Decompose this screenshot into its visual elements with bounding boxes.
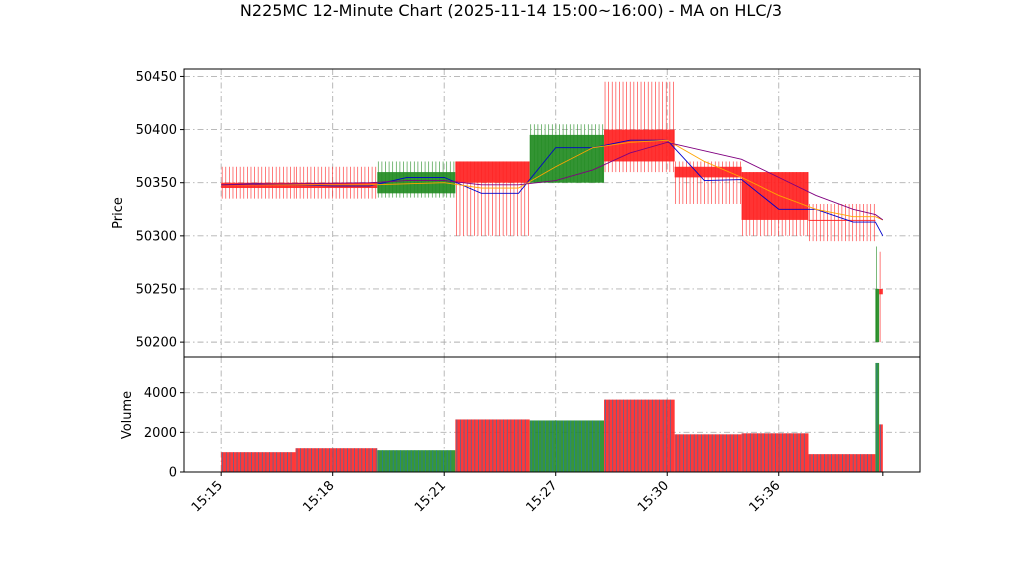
- candle-0: [221, 166, 296, 199]
- candle-body: [221, 182, 296, 189]
- ma-line-0: [221, 139, 884, 237]
- volume-bar-body: [741, 433, 809, 472]
- volume-y-tick-label: 0: [169, 466, 177, 481]
- volume-bar-6: [674, 434, 742, 472]
- volume-bar-body: [604, 399, 675, 472]
- volume-bar-9: [875, 362, 880, 472]
- volume-y-ticks: 0 2000 4000: [144, 386, 184, 481]
- volume-bar-5: [604, 399, 675, 472]
- candle-body: [875, 288, 880, 343]
- volume-bar-body: [674, 434, 742, 472]
- volume-y-tick-label: 2000: [144, 426, 177, 441]
- candle-2: [377, 161, 456, 198]
- volume-y-tick-label: 4000: [144, 386, 177, 401]
- price-y-ticks: 50200 50250 50300 50350 50400 50450: [136, 70, 184, 351]
- candle-8: [808, 203, 876, 242]
- price-candles: [221, 81, 883, 343]
- moving-average-lines: [221, 139, 884, 237]
- candle-body: [808, 219, 876, 221]
- price-y-tick-label: 50300: [136, 229, 177, 244]
- candle-5: [604, 81, 675, 173]
- x-tick-label: 15:18: [300, 478, 337, 515]
- volume-axis-label: Volume: [120, 391, 135, 439]
- volume-bars: [221, 362, 883, 472]
- x-tick-label: 15:21: [412, 478, 449, 515]
- candle-4: [529, 124, 605, 183]
- x-axis: 15:15 15:18 15:21 15:27 15:30 15:36: [189, 472, 884, 515]
- candle-body: [604, 129, 675, 162]
- candle-7: [741, 172, 809, 236]
- volume-bar-4: [529, 420, 605, 472]
- volume-bar-1: [295, 448, 378, 472]
- volume-panel: 0 2000 4000 Volume: [120, 356, 921, 481]
- candle-body: [741, 172, 809, 220]
- volume-bar-2: [377, 450, 456, 472]
- x-tick-label: 15:15: [189, 478, 226, 515]
- price-axis-label: Price: [111, 197, 126, 229]
- x-tick-label: 15:30: [635, 478, 672, 515]
- candle-9: [875, 246, 880, 343]
- chart-title: N225MC 12-Minute Chart (2025-11-14 15:00…: [240, 1, 782, 20]
- volume-bar-10: [879, 424, 883, 472]
- volume-bar-3: [455, 419, 530, 472]
- x-tick-label: 15:36: [746, 478, 783, 515]
- ma-line-1: [221, 139, 884, 221]
- price-y-tick-label: 50400: [136, 123, 177, 138]
- price-panel: 50200 50250 50300 50350 50400 50450 Price: [111, 68, 921, 358]
- ma-line-2: [221, 141, 884, 221]
- candle-body: [455, 161, 530, 183]
- price-y-tick-label: 50450: [136, 70, 177, 85]
- candle-body: [879, 288, 883, 295]
- candle-3: [455, 161, 530, 236]
- volume-bar-0: [221, 452, 296, 472]
- price-y-tick-label: 50250: [136, 282, 177, 297]
- price-y-tick-label: 50200: [136, 336, 177, 351]
- x-tick-label: 15:27: [523, 478, 560, 515]
- volume-bar-body: [808, 454, 876, 472]
- volume-bar-7: [741, 433, 809, 472]
- candle-body: [295, 182, 378, 189]
- volume-bar-8: [808, 454, 876, 472]
- candle-10: [879, 251, 883, 343]
- candle-body: [674, 166, 742, 178]
- volume-panel-frame: [183, 356, 921, 473]
- price-y-tick-label: 50350: [136, 176, 177, 191]
